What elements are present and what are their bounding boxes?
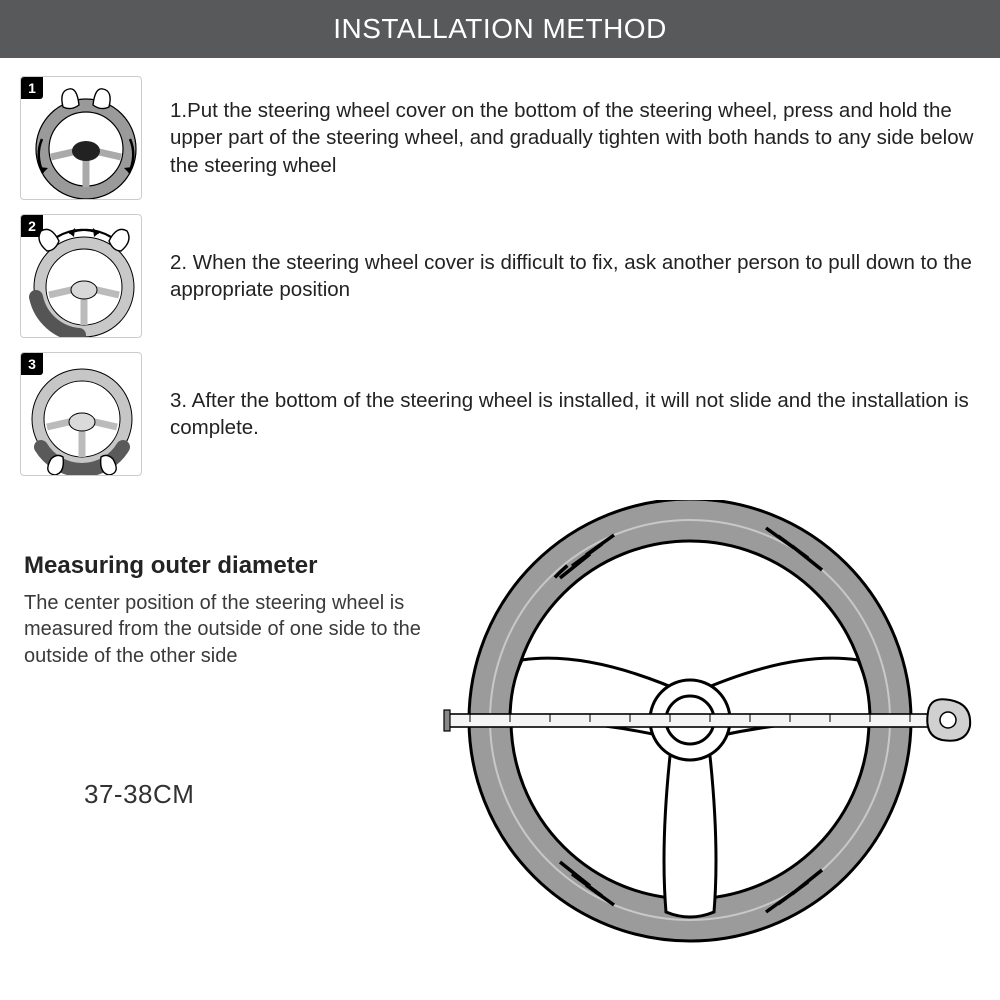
measure-heading: Measuring outer diameter <box>24 552 424 580</box>
step-thumb-1: 1 <box>20 76 142 200</box>
measure-text-col: Measuring outer diameter The center posi… <box>24 522 424 810</box>
steering-wheel-icon <box>21 77 142 200</box>
step-row: 1 <box>20 76 976 200</box>
step-text: 3. After the bottom of the steering whee… <box>170 387 976 441</box>
measure-desc: The center position of the steering whee… <box>24 590 424 669</box>
steering-wheel-diagram <box>430 500 990 960</box>
step-thumb-2: 2 <box>20 214 142 338</box>
steps-area: 1 <box>0 58 1000 498</box>
step-row: 2 2. When the steering wheel cove <box>20 214 976 338</box>
header-bar: INSTALLATION METHOD <box>0 0 1000 58</box>
step-text: 2. When the steering wheel cover is diff… <box>170 249 976 303</box>
step-thumb-3: 3 <box>20 352 142 476</box>
measure-size: 37-38CM <box>84 779 424 810</box>
step-text: 1.Put the steering wheel cover on the bo… <box>170 97 976 178</box>
steering-wheel-icon <box>21 215 142 338</box>
header-title: INSTALLATION METHOD <box>333 13 667 45</box>
step-row: 3 3. After the bottom of the steering wh… <box>20 352 976 476</box>
steering-wheel-icon <box>21 353 142 476</box>
